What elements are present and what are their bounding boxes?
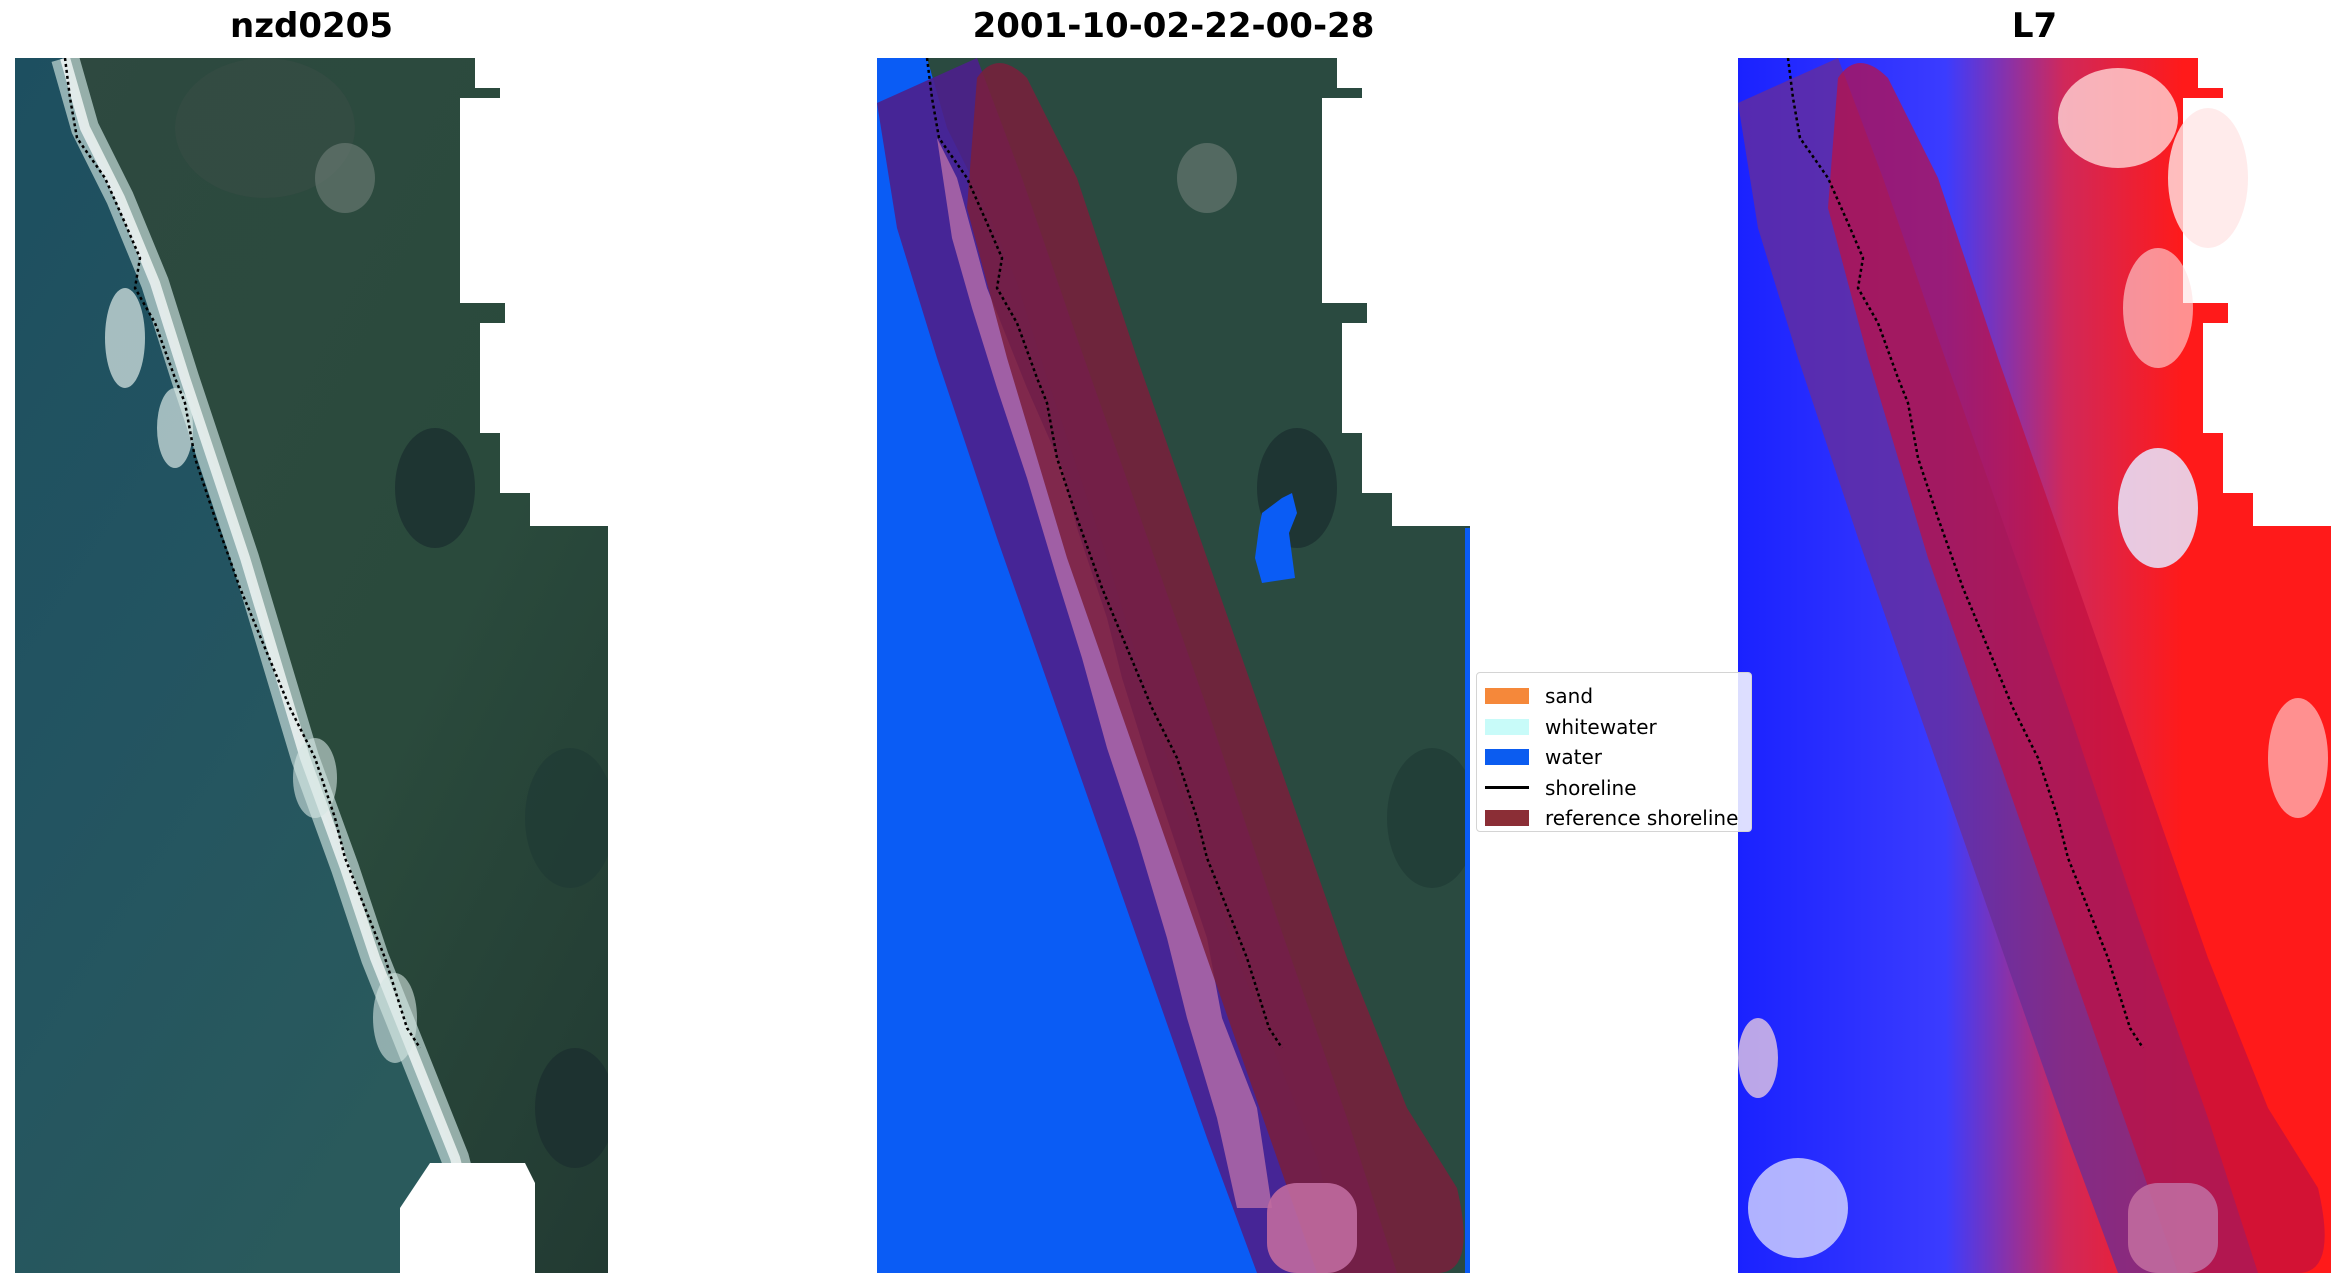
index-image: [1738, 58, 2331, 1273]
rgb-image-panel: [15, 58, 608, 1273]
panel-title-index: L7: [2011, 6, 2058, 46]
legend-item-reference-shoreline: reference shoreline: [1485, 803, 1751, 831]
panel-title-classification: 2001-10-02-22-00-28: [972, 6, 1375, 46]
legend-swatch-water: [1485, 749, 1529, 766]
legend-item-whitewater: whitewater: [1485, 712, 1751, 743]
legend: sand whitewater water shoreline referenc…: [1476, 672, 1752, 832]
panel-title-rgb: nzd0205: [230, 6, 393, 46]
legend-item-shoreline: shoreline: [1485, 773, 1751, 804]
legend-label: shoreline: [1545, 775, 1637, 800]
legend-label: water: [1545, 745, 1602, 770]
legend-swatch-whitewater: [1485, 718, 1529, 735]
legend-swatch-reference-shoreline: [1485, 810, 1529, 827]
legend-item-water: water: [1485, 742, 1751, 773]
legend-item-sand: sand: [1485, 681, 1751, 712]
legend-label: sand: [1545, 684, 1594, 709]
detected-shoreline: [63, 58, 422, 1049]
classification-panel: [877, 58, 1470, 1273]
classification-image: [877, 58, 1470, 1273]
index-panel: [1738, 58, 2331, 1273]
rgb-satellite-image: [15, 58, 608, 1273]
legend-label: whitewater: [1545, 714, 1657, 739]
legend-swatch-sand: [1485, 688, 1529, 705]
legend-label: reference shoreline: [1545, 806, 1739, 831]
legend-line-shoreline: [1485, 786, 1529, 790]
